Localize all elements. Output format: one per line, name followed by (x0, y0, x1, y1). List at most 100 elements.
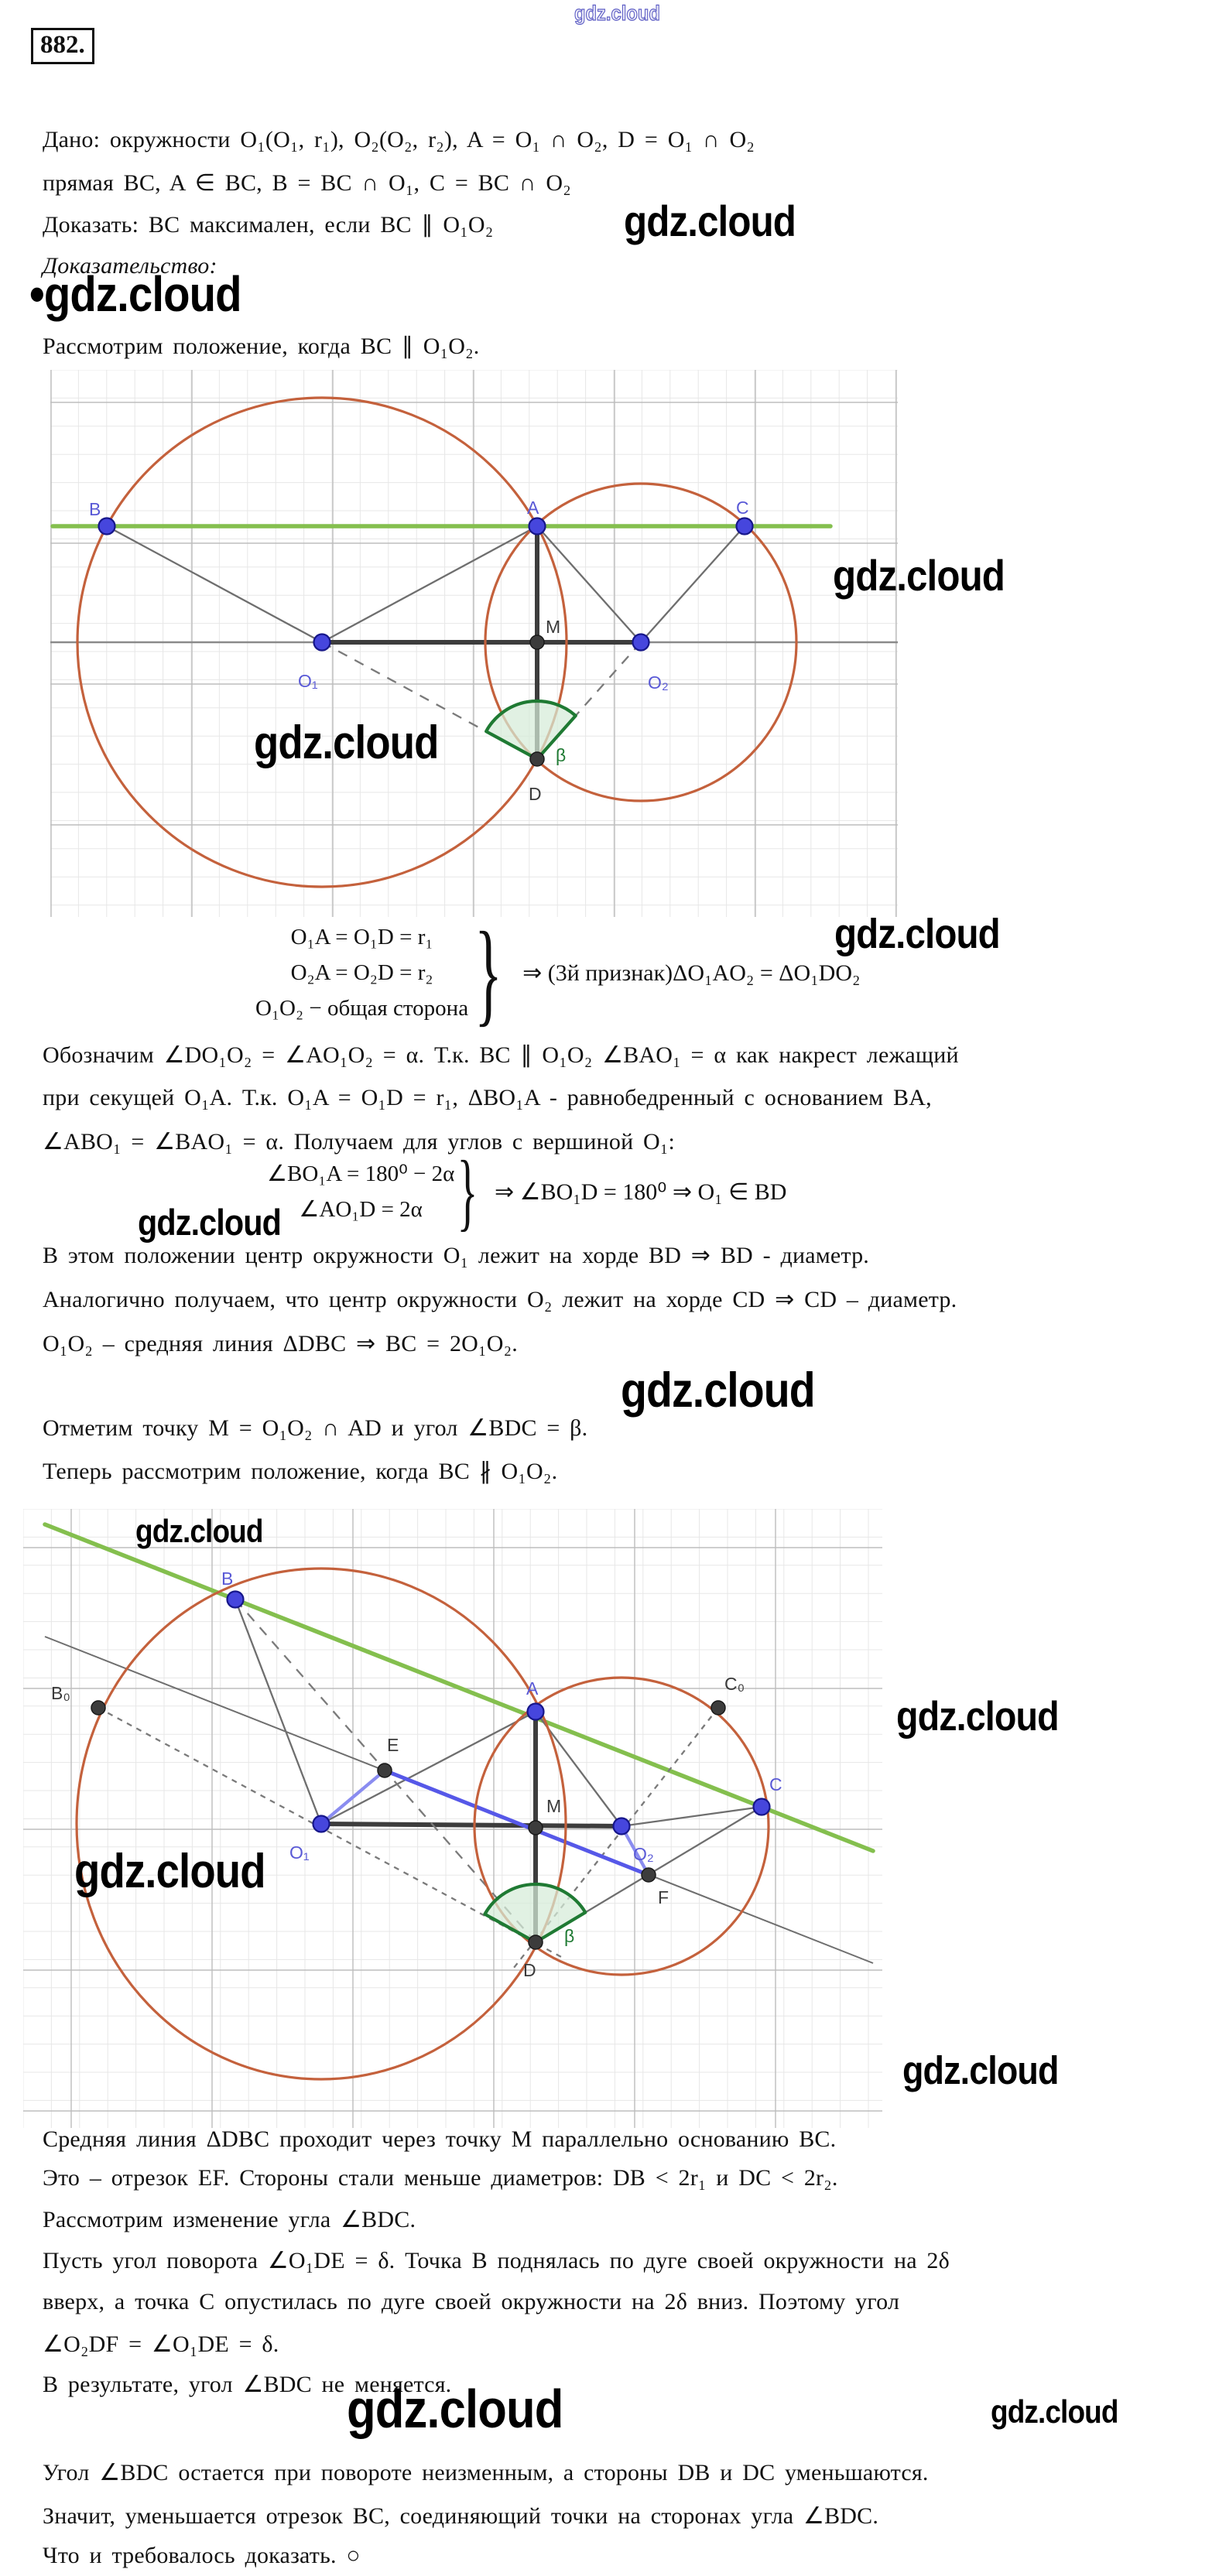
point-B0 (91, 1700, 106, 1716)
point-label: B₀ (51, 1683, 70, 1703)
segment-thin (621, 1805, 762, 1828)
equation: ∠BO₁A = 180⁰ − 2α (267, 1161, 455, 1186)
proof-text-line: Аналогично получаем, что центр окружност… (43, 1287, 957, 1312)
point-label: O₂ (648, 672, 669, 693)
segment-thin (640, 525, 745, 643)
point-label: O₂ (633, 1844, 654, 1864)
point-B (98, 517, 116, 535)
segment-thick (320, 1822, 622, 1829)
equation: O₁A = O₁D = r₁ (290, 925, 433, 949)
brace-symbol: } (457, 1143, 478, 1240)
statement-prove: Доказать: BC максимален, если BC ∥ O₁O₂ (43, 212, 494, 238)
watermark: gdz.cloud (574, 2, 660, 25)
problem-number-box: 882. (31, 28, 94, 64)
point-C (735, 517, 754, 535)
proof-text-line: O₁O₂ – средняя линия ΔDBC ⇒ BC = 2O₁O₂. (43, 1331, 518, 1356)
point-C (752, 1798, 771, 1816)
proof-text-line: Обозначим ∠DO₁O₂ = ∠AO₁O₂ = α. Т.к. BC ∥… (43, 1042, 959, 1068)
point-A (528, 517, 546, 535)
point-label: O₁ (298, 671, 318, 691)
point-D (528, 1935, 543, 1950)
segment-blue (384, 1768, 649, 1877)
statement-line: прямая BC, A ∈ BC, B = BC ∩ O₁, C = BC ∩… (43, 170, 571, 196)
proof-text-line: Угол ∠BDC остается при повороте неизменн… (43, 2460, 929, 2485)
point-O2 (632, 633, 650, 652)
point-label: E (387, 1735, 399, 1755)
point-B (226, 1590, 245, 1609)
proof-text-line: при секущей O₁A. Т.к. O₁A = O₁D = r₁, ΔB… (43, 1085, 932, 1110)
statement-given: Дано: окружности O₁(O₁, r₁), O₂(O₂, r₂),… (43, 127, 755, 152)
segment-dashed (321, 641, 538, 761)
statement-proof-header: Доказательство: (43, 253, 217, 279)
watermark: gdz.cloud (74, 1845, 266, 1898)
point-label: O₁ (289, 1842, 310, 1863)
watermark: gdz.cloud (991, 2393, 1118, 2430)
circle-O2 (484, 482, 798, 802)
point-label: C₀ (724, 1674, 745, 1694)
point-label: F (658, 1887, 669, 1907)
point-label: M (546, 1796, 561, 1816)
angle-beta-sector (485, 699, 577, 761)
point-label: D (529, 784, 542, 804)
system-rows: O₁A = O₁D = r₁ O₂A = O₂D = r₂ O₁O₂ − общ… (255, 919, 468, 1026)
problem-number: 882. (40, 31, 85, 59)
equation: O₂A = O₂D = r₂ (290, 960, 433, 985)
equation-conclusion: ⇒ (3й признак)ΔO₁AO₂ = ΔO₁DO₂ (522, 960, 861, 986)
watermark: gdz.cloud (138, 1202, 282, 1243)
equation-conclusion: ⇒ ∠BO₁D = 180⁰ ⇒ O₁ ∈ BD (495, 1179, 787, 1205)
segment-dashed2 (510, 1707, 719, 1972)
watermark: gdz.cloud (624, 197, 796, 245)
circle-O1 (76, 396, 568, 888)
point-F (641, 1867, 656, 1883)
point-label: C (736, 498, 749, 518)
diagram-parallel-case-svg: B A C O₁ O₂ M Dβ (50, 369, 898, 917)
segment-thin (234, 1599, 323, 1825)
point-label: B (221, 1569, 233, 1589)
watermark: gdz.cloud (621, 1363, 816, 1418)
point-label: β (556, 745, 566, 765)
segment-lblue (620, 1825, 650, 1876)
circle-O1 (75, 1567, 567, 2081)
system-block-2: ∠BO₁A = 180⁰ − 2α ∠AO₁D = 2α } ⇒ ∠BO₁D =… (267, 1144, 787, 1240)
point-label: β (564, 1926, 574, 1946)
point-A (526, 1702, 545, 1721)
segment-thin (320, 1710, 536, 1825)
proof-text-line: Отметим точку M = O₁O₂ ∩ AD и угол ∠BDC … (43, 1415, 588, 1441)
proof-text-line: Значит, уменьшается отрезок BC, соединяю… (43, 2503, 879, 2529)
angle-beta-sector (483, 1882, 587, 1945)
watermark: gdz.cloud (254, 717, 439, 768)
point-label: M (546, 617, 560, 637)
segment-thin (536, 525, 642, 643)
watermark: gdz.cloud (135, 1513, 263, 1549)
point-label: B (89, 499, 101, 519)
point-label: D (523, 1960, 536, 1980)
point-M (528, 1820, 543, 1835)
circle-O2 (473, 1676, 770, 1976)
watermark: gdz.cloud (347, 2379, 563, 2439)
proof-text-line: Рассмотрим изменение угла ∠BDC. (43, 2207, 416, 2232)
point-label: A (526, 1678, 539, 1699)
segment-thin (106, 525, 323, 644)
point-O1 (312, 1815, 330, 1833)
point-O2 (612, 1817, 631, 1835)
watermark: gdz.cloud (902, 2048, 1059, 2092)
proof-text-line: Пусть угол поворота ∠O₁DE = δ. Точка B п… (43, 2248, 950, 2273)
point-D (529, 751, 545, 767)
diagram-rotated-case-svg: B B₀ A C₀ C E O₁ M O₂ F Dβ (22, 1508, 882, 2128)
system-block-1: O₁A = O₁D = r₁ O₂A = O₂D = r₂ O₁O₂ − общ… (255, 908, 861, 1037)
watermark: gdz.cloud (833, 551, 1005, 600)
point-M (529, 635, 545, 650)
brace-symbol: } (474, 908, 503, 1037)
watermark: •gdz.cloud (29, 266, 242, 322)
point-label: A (527, 498, 539, 518)
watermark: gdz.cloud (896, 1694, 1060, 1740)
proof-text-line: Средняя линия ΔDBC проходит через точку … (43, 2126, 837, 2152)
point-C0 (711, 1700, 726, 1716)
segment-thin (321, 525, 538, 644)
equation: ∠AO₁D = 2α (299, 1197, 423, 1222)
segment-lblue (320, 1769, 386, 1825)
point-E (377, 1763, 392, 1778)
proof-text-line: вверх, а точка C опустилась по дуге свое… (43, 2289, 900, 2314)
